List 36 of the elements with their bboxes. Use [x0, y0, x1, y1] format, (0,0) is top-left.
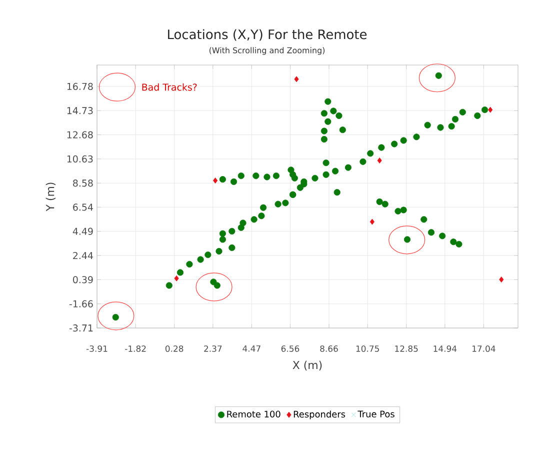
point [499, 276, 504, 283]
x-tick-label: 17.04 [472, 345, 496, 352]
y-tick-label: 4.49 [72, 228, 93, 235]
point [213, 178, 218, 184]
x-tick-label: 12.85 [395, 345, 418, 352]
legend-label: Responders [294, 410, 346, 420]
point [488, 106, 493, 113]
chart-title: Locations (X,Y) For the Remote [168, 29, 367, 41]
y-tick-label: -3.71 [69, 324, 93, 332]
point [370, 218, 374, 225]
y-tick-label: 14.73 [67, 107, 93, 114]
y-tick-label: 0.39 [73, 276, 93, 284]
x-tick-label: 10.75 [356, 345, 379, 352]
y-tick-label: 16.78 [67, 82, 93, 90]
y-tick-label: 10.63 [67, 155, 93, 163]
legend-label: True Pos [358, 410, 394, 418]
x-tick-label: -3.91 [86, 345, 108, 352]
point [294, 76, 299, 82]
x-tick-label: 14.94 [434, 345, 457, 352]
y-tick-label: 12.68 [67, 131, 93, 138]
x-tick-label: -1.82 [125, 345, 146, 352]
point [174, 275, 179, 282]
legend-label: Remote 100 [227, 410, 280, 418]
annotation: Bad Tracks? [142, 83, 197, 91]
x-axis-title: X (m) [292, 360, 322, 370]
x-tick-label: 2.37 [204, 345, 222, 352]
x-tick-label: 0.28 [165, 345, 184, 352]
y-tick-label: 6.54 [73, 204, 93, 211]
y-tick-label: -1.66 [69, 300, 93, 308]
x-tick-label: 8.66 [320, 345, 338, 352]
point [377, 157, 382, 164]
x-tick-label: 6.56 [281, 345, 300, 352]
y-tick-label: 8.58 [73, 180, 93, 187]
y-axis-title: Y (m) [46, 182, 56, 212]
y-tick-label: 2.44 [73, 252, 93, 260]
x-tick-label: 4.47 [242, 345, 260, 352]
